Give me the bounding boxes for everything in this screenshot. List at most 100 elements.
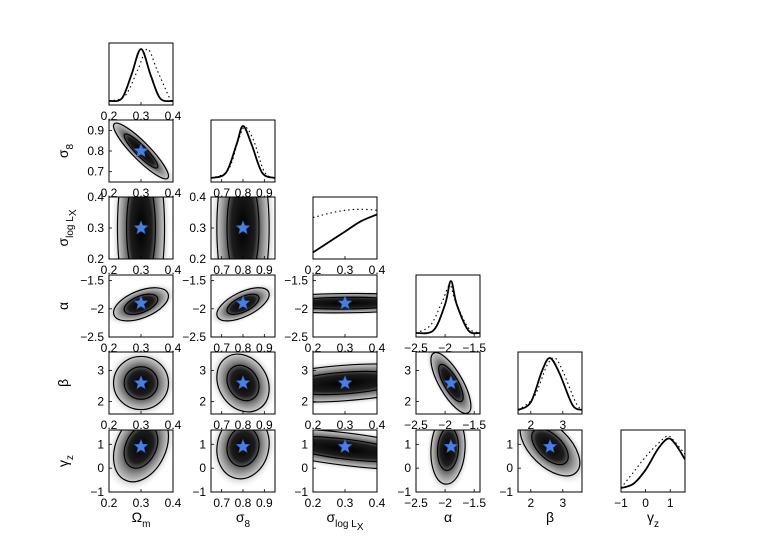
y-tick-label: 0.2 [189, 252, 206, 266]
x-tick-label: 0.2 [305, 418, 322, 432]
x-tick-label: 2 [527, 496, 534, 510]
x-tick-label: 0.2 [101, 263, 118, 277]
prior-dotted-curve [109, 48, 173, 103]
contour-95 [112, 355, 170, 411]
y-tick-label: 0.4 [87, 190, 104, 204]
contour-68 [531, 430, 569, 466]
posterior-curve [211, 125, 275, 179]
x-tick-label: 2 [527, 418, 534, 432]
x-tick-label: −2.5 [404, 496, 428, 510]
panel-frame [108, 42, 174, 106]
fiducial-star [337, 438, 353, 453]
prior-dotted-curve [313, 208, 377, 219]
contour-68 [125, 197, 156, 259]
contour-68 [123, 366, 159, 400]
fiducial-star [133, 220, 149, 235]
y-tick-label: 0.8 [87, 144, 104, 158]
x-axis-label-gz: γz [647, 509, 659, 530]
contour-68 [226, 197, 260, 259]
x-tick-label: 0.2 [101, 186, 118, 200]
x-tick-label: 0.7 [213, 496, 230, 510]
y-axis-label-alpha: α [55, 302, 71, 310]
y-tick-label: −2 [192, 302, 206, 316]
marginal-panel-Om [109, 48, 173, 103]
x-tick-label: 0.9 [256, 418, 273, 432]
y-tick-label: 0 [301, 461, 308, 475]
y-tick-label: 0 [404, 461, 411, 475]
posterior-curve [313, 213, 377, 254]
x-tick-label: 0.2 [305, 341, 322, 355]
prior-dotted-curve [211, 126, 275, 179]
contour-95 [216, 287, 270, 322]
x-tick-label: 0.4 [165, 109, 182, 123]
y-tick-label: −1.5 [80, 274, 104, 288]
fiducial-star [235, 220, 251, 235]
fiducial-star [133, 375, 149, 390]
contour-68 [123, 430, 159, 469]
contour-95 [313, 363, 377, 403]
fiducial-star [235, 295, 251, 310]
fiducial-star [337, 295, 353, 310]
x-axis-label-alpha: α [444, 509, 452, 525]
x-tick-label: 0.9 [256, 341, 273, 355]
x-tick-label: 0.3 [337, 341, 354, 355]
marginal-panel-slog [313, 208, 377, 254]
contour-68 [436, 430, 460, 472]
x-axis-label-beta: β [546, 509, 554, 525]
fiducial-star [443, 438, 459, 453]
contour-95 [112, 430, 170, 483]
posterior-curve [416, 280, 480, 335]
y-tick-label: 2 [97, 395, 104, 409]
x-tick-label: −1.5 [462, 341, 486, 355]
x-tick-label: 0.7 [213, 341, 230, 355]
contour-68 [438, 363, 464, 403]
x-tick-label: 0.2 [101, 418, 118, 432]
x-tick-label: 0.2 [305, 263, 322, 277]
x-tick-label: −2 [438, 496, 452, 510]
y-tick-label: 0.7 [87, 165, 104, 179]
x-tick-label: 0.3 [133, 496, 150, 510]
x-tick-label: 0.9 [256, 186, 273, 200]
contour-95 [216, 430, 270, 480]
x-tick-label: 0.2 [101, 109, 118, 123]
x-axis-label-s8: σ8 [236, 509, 251, 530]
y-tick-label: 3 [97, 364, 104, 378]
x-tick-label: 0.4 [369, 263, 386, 277]
x-tick-label: 0.4 [165, 418, 182, 432]
y-tick-label: −1 [90, 485, 104, 499]
y-axis-label-s8: σ8 [55, 143, 76, 158]
y-tick-label: −2 [294, 302, 308, 316]
y-tick-label: 3 [404, 364, 411, 378]
x-tick-label: 0.4 [165, 341, 182, 355]
y-tick-label: −2.5 [80, 330, 104, 344]
panel-frame [517, 429, 583, 493]
y-tick-label: 3 [301, 364, 308, 378]
y-tick-label: 0 [97, 461, 104, 475]
fiducial-star [542, 438, 558, 453]
x-tick-label: 0.4 [369, 341, 386, 355]
fiducial-star [133, 438, 149, 453]
panel-frame [415, 351, 481, 415]
x-tick-label: 0.4 [369, 496, 386, 510]
y-tick-label: 1 [404, 437, 411, 451]
y-tick-label: 2 [199, 395, 206, 409]
x-tick-label: −2.5 [404, 341, 428, 355]
fiducial-star [235, 438, 251, 453]
x-tick-label: 0.4 [165, 263, 182, 277]
x-tick-label: 0.4 [165, 496, 182, 510]
panel-frame [415, 429, 481, 493]
x-tick-label: 0.7 [213, 186, 230, 200]
y-tick-label: −1 [192, 485, 206, 499]
contour-95 [430, 352, 472, 414]
x-tick-label: 0.8 [235, 418, 252, 432]
contour-95 [216, 353, 270, 413]
x-tick-label: −2 [438, 341, 452, 355]
y-axis-label-gz: γz [55, 455, 76, 467]
y-tick-label: −1 [294, 485, 308, 499]
x-tick-label: 0.9 [256, 263, 273, 277]
x-tick-label: 0.3 [133, 418, 150, 432]
panel-frame [210, 119, 276, 183]
y-tick-label: 2 [301, 395, 308, 409]
x-tick-label: 3 [559, 418, 566, 432]
